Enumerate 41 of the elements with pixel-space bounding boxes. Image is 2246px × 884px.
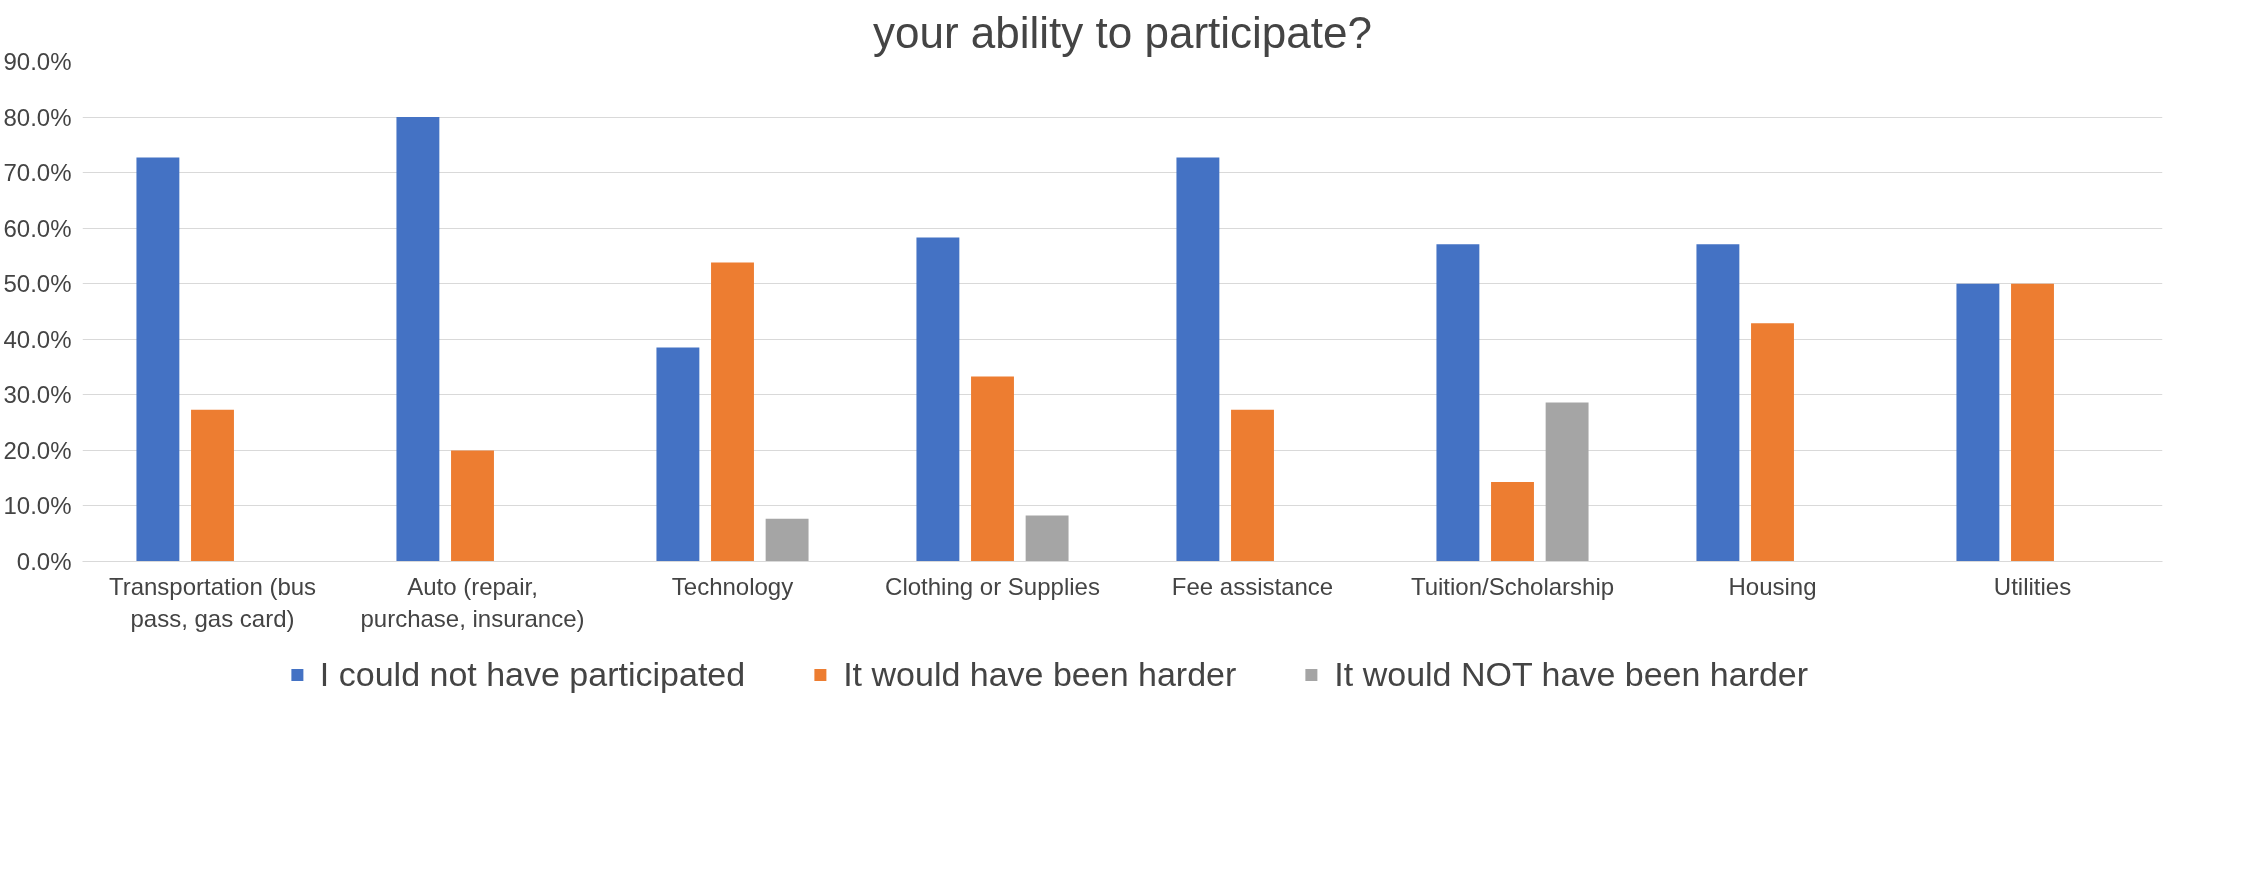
bar [1545, 402, 1589, 562]
y-tick-label: 0.0% [16, 548, 72, 575]
x-tick-label: Tuition/Scholarship [1410, 572, 1615, 600]
legend-label: I could not have participated [319, 654, 746, 694]
y-tick-label: 40.0% [3, 325, 72, 353]
bar [1231, 409, 1274, 562]
bar [191, 409, 234, 562]
bar [2011, 283, 2054, 562]
bar [971, 376, 1014, 562]
chart-title: your ability to participate? [873, 7, 1372, 57]
x-tick-label: Fee assistance [1171, 572, 1334, 600]
x-tick-label: Transportation (bus pass, gas card) [108, 572, 317, 632]
bar [396, 117, 440, 562]
bar [1176, 157, 1220, 562]
bar [1491, 482, 1534, 562]
y-tick-label: 30.0% [3, 381, 72, 409]
x-tick-label: Clothing or Supplies [885, 572, 1100, 600]
legend-label: It would have been harder [843, 654, 1237, 694]
y-tick-label: 70.0% [3, 159, 72, 187]
bar [451, 450, 494, 562]
bar [656, 347, 700, 562]
y-tick-label: 20.0% [3, 436, 72, 464]
bar [1696, 244, 1740, 562]
bar [1956, 283, 2000, 562]
bar [765, 518, 809, 562]
bar [711, 262, 754, 562]
x-tick-label: Auto (repair, purchase, insurance) [360, 572, 585, 632]
bar [1025, 515, 1069, 562]
bar [1751, 323, 1794, 562]
y-tick-label: 80.0% [3, 103, 72, 131]
x-tick-label: Technology [671, 572, 794, 600]
y-tick-label: 50.0% [3, 270, 72, 298]
bar [136, 157, 180, 562]
bar [1436, 244, 1480, 562]
y-tick-label: 10.0% [3, 492, 72, 520]
y-tick-label: 90.0% [3, 48, 72, 75]
legend-label: It would NOT have been harder [1334, 654, 1809, 694]
x-tick-label: Housing [1728, 572, 1817, 600]
bar [916, 237, 960, 562]
x-tick-label: Utilities [1993, 572, 2072, 600]
y-tick-label: 60.0% [3, 214, 72, 242]
